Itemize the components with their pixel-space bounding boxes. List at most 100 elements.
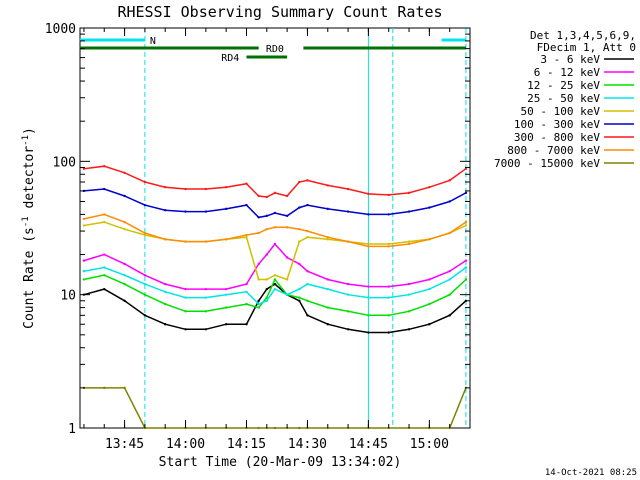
legend-label: 100 - 300 keV bbox=[514, 118, 600, 131]
data-point bbox=[204, 328, 208, 331]
data-point bbox=[103, 266, 106, 269]
data-point bbox=[123, 227, 126, 231]
data-point bbox=[103, 273, 106, 277]
data-point bbox=[306, 314, 309, 317]
mode-markers: N RD0 RD4 bbox=[79, 36, 466, 64]
data-point bbox=[298, 296, 301, 299]
data-point bbox=[245, 203, 248, 207]
data-point bbox=[257, 426, 260, 430]
y-axis-label: Count Rate (s-1 detector-1) bbox=[21, 127, 37, 329]
data-point bbox=[265, 287, 269, 291]
data-point bbox=[257, 216, 260, 219]
marker-label: RD4 bbox=[221, 53, 239, 64]
data-point bbox=[326, 207, 329, 211]
data-point bbox=[428, 185, 431, 189]
data-point bbox=[82, 217, 86, 221]
data-point bbox=[285, 214, 289, 218]
data-point bbox=[164, 290, 167, 294]
data-point bbox=[273, 242, 277, 246]
data-point bbox=[448, 231, 451, 235]
data-point bbox=[387, 193, 390, 197]
data-point bbox=[164, 323, 167, 326]
data-point bbox=[306, 299, 309, 302]
data-point bbox=[448, 200, 451, 203]
data-point bbox=[306, 235, 309, 239]
data-point bbox=[184, 296, 187, 299]
data-point bbox=[387, 213, 390, 216]
data-point bbox=[224, 185, 228, 189]
data-point bbox=[326, 235, 329, 239]
data-point bbox=[257, 302, 260, 306]
data-point bbox=[265, 214, 269, 218]
data-point bbox=[103, 253, 106, 256]
data-point bbox=[273, 282, 277, 286]
data-point bbox=[273, 211, 277, 215]
data-point bbox=[224, 306, 228, 309]
data-point bbox=[326, 306, 329, 309]
data-point bbox=[464, 278, 468, 281]
data-point bbox=[448, 179, 451, 182]
data-point bbox=[184, 328, 187, 331]
chart-title: RHESSI Observing Summary Count Rates bbox=[117, 3, 442, 21]
data-point bbox=[298, 287, 301, 291]
data-point bbox=[407, 310, 411, 313]
data-point bbox=[298, 262, 301, 266]
data-point bbox=[265, 195, 269, 199]
data-point bbox=[245, 235, 248, 239]
data-point bbox=[224, 287, 228, 291]
data-point bbox=[306, 229, 309, 233]
legend-label: 7000 - 15000 keV bbox=[494, 157, 600, 170]
data-point bbox=[184, 187, 187, 191]
data-point bbox=[326, 238, 329, 241]
series-layer bbox=[82, 164, 468, 430]
data-point bbox=[285, 226, 289, 229]
data-point bbox=[387, 314, 390, 317]
data-point bbox=[184, 210, 187, 213]
data-point bbox=[428, 323, 431, 326]
x-tick-label: 14:45 bbox=[349, 437, 388, 452]
data-point bbox=[367, 296, 370, 299]
data-point bbox=[273, 191, 277, 195]
data-point bbox=[273, 426, 277, 430]
data-point bbox=[143, 180, 147, 184]
data-point bbox=[143, 231, 147, 235]
data-point bbox=[306, 282, 309, 286]
data-point bbox=[367, 285, 370, 288]
data-point bbox=[387, 285, 390, 288]
x-tick-label: 14:30 bbox=[288, 437, 327, 452]
data-point bbox=[448, 278, 451, 281]
data-point bbox=[326, 287, 329, 291]
legend-label: 12 - 25 keV bbox=[527, 79, 600, 92]
data-point bbox=[265, 253, 269, 256]
data-point bbox=[428, 302, 431, 306]
data-point bbox=[143, 203, 147, 207]
data-point bbox=[448, 314, 451, 317]
data-point bbox=[265, 299, 269, 302]
x-tick-label: 14:00 bbox=[166, 437, 205, 452]
y-tick-label: 1000 bbox=[45, 22, 76, 37]
data-point bbox=[103, 187, 106, 191]
data-point bbox=[123, 273, 126, 277]
data-point bbox=[387, 242, 390, 246]
legend-label: 6 - 12 keV bbox=[534, 66, 601, 79]
legend-label: 25 - 50 keV bbox=[527, 92, 600, 105]
data-point bbox=[123, 220, 126, 224]
data-point bbox=[464, 266, 468, 269]
data-point bbox=[164, 302, 167, 306]
data-point bbox=[143, 233, 147, 237]
data-point bbox=[257, 231, 260, 235]
data-point bbox=[164, 185, 167, 189]
y-tick-label: 1 bbox=[68, 422, 76, 437]
data-point bbox=[367, 192, 370, 196]
vertical-lines bbox=[144, 28, 467, 428]
data-point bbox=[273, 273, 277, 277]
data-point bbox=[164, 282, 167, 286]
data-point bbox=[428, 278, 431, 281]
data-point bbox=[204, 296, 208, 299]
data-point bbox=[257, 262, 260, 266]
data-point bbox=[387, 296, 390, 299]
data-point bbox=[204, 240, 208, 243]
data-point bbox=[346, 240, 350, 243]
data-point bbox=[407, 293, 411, 296]
